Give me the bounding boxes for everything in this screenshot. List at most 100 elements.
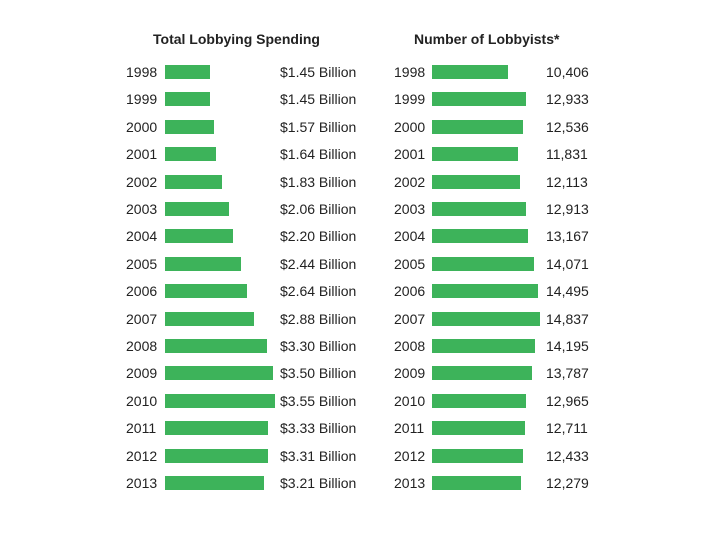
spending-year-label: 2012 (126, 447, 158, 464)
lobbyists-bar-2010 (432, 393, 526, 408)
spending-bar-2002 (165, 174, 222, 189)
lobbyists-bar-2005 (432, 256, 534, 271)
spending-bar-2012 (165, 448, 268, 463)
lobbyists-row-2013: 2013 12,279 (380, 474, 720, 492)
spending-year-label: 2000 (126, 118, 158, 135)
spending-row-2011: 2011 $3.33 Billion (0, 419, 380, 437)
spending-value-label: $2.64 Billion (280, 283, 357, 300)
spending-value-label: $2.44 Billion (280, 255, 357, 272)
spending-row-1999: 1999 $1.45 Billion (0, 90, 380, 108)
lobbyists-value-label: 13,167 (546, 228, 589, 245)
lobbyists-row-2003: 2003 12,913 (380, 200, 720, 218)
spending-row-2012: 2012 $3.31 Billion (0, 447, 380, 465)
lobbyists-value-label: 10,406 (546, 64, 589, 80)
spending-row-2013: 2013 $3.21 Billion (0, 474, 380, 492)
lobbyists-bar-2011 (432, 421, 525, 436)
lobbyists-year-label: 2007 (394, 310, 426, 327)
lobbyists-value-label: 12,965 (546, 392, 589, 409)
spending-bar-1999 (165, 92, 210, 107)
spending-value-label: $1.64 Billion (280, 146, 357, 163)
lobbyists-row-2007: 2007 14,837 (380, 310, 720, 328)
lobbyists-bar-1998 (432, 65, 508, 79)
spending-year-label: 2010 (126, 392, 158, 409)
lobbyists-row-2001: 2001 11,831 (380, 145, 720, 163)
spending-bar-2007 (165, 311, 254, 326)
spending-value-label: $2.06 Billion (280, 201, 357, 217)
spending-year-label: 2004 (126, 228, 158, 245)
lobbyists-year-label: 1999 (394, 91, 426, 108)
spending-row-2000: 2000 $1.57 Billion (0, 118, 380, 136)
spending-value-label: $3.30 Billion (280, 338, 357, 354)
lobbyists-value-label: 13,787 (546, 365, 589, 382)
spending-chart: Total Lobbying Spending 1998 $1.45 Billio… (0, 31, 380, 492)
lobbyists-row-2004: 2004 13,167 (380, 227, 720, 245)
lobbyists-value-label: 14,195 (546, 338, 589, 354)
spending-year-label: 2003 (126, 201, 158, 217)
lobbyists-row-2008: 2008 14,195 (380, 337, 720, 355)
spending-row-1998: 1998 $1.45 Billion (0, 63, 380, 81)
lobbyists-value-label: 12,536 (546, 118, 589, 135)
spending-year-label: 2013 (126, 475, 158, 491)
spending-bar-2011 (165, 421, 268, 436)
spending-bar-2005 (165, 256, 241, 271)
lobbyists-row-2011: 2011 12,711 (380, 419, 720, 437)
spending-value-label: $3.33 Billion (280, 420, 357, 437)
lobbyists-row-2012: 2012 12,433 (380, 447, 720, 465)
spending-value-label: $3.21 Billion (280, 475, 357, 491)
lobbyists-bar-2009 (432, 366, 532, 381)
spending-year-label: 2007 (126, 310, 158, 327)
spending-row-2007: 2007 $2.88 Billion (0, 310, 380, 328)
lobbyists-value-label: 12,913 (546, 201, 589, 217)
spending-bar-2001 (165, 147, 216, 162)
spending-year-label: 1999 (126, 91, 158, 108)
spending-row-2005: 2005 $2.44 Billion (0, 255, 380, 273)
spending-row-2009: 2009 $3.50 Billion (0, 364, 380, 382)
spending-year-label: 2005 (126, 255, 158, 272)
lobbyists-chart: Number of Lobbyists* 1998 10,406 1999 12,93… (380, 0, 720, 540)
spending-value-label: $1.83 Billion (280, 173, 357, 190)
spending-row-2010: 2010 $3.55 Billion (0, 392, 380, 410)
spending-year-label: 2008 (126, 338, 158, 354)
spending-bar-2006 (165, 284, 247, 299)
lobbyists-row-2006: 2006 14,495 (380, 282, 720, 300)
spending-chart-title: Total Lobbying Spending (153, 31, 320, 47)
lobbyists-row-1998: 1998 10,406 (380, 63, 720, 81)
spending-bar-2004 (165, 229, 233, 244)
lobbyists-row-1999: 1999 12,933 (380, 90, 720, 108)
lobbyists-row-2000: 2000 12,536 (380, 118, 720, 136)
lobbyists-year-label: 2008 (394, 338, 426, 354)
lobbyists-row-2010: 2010 12,965 (380, 392, 720, 410)
spending-row-2003: 2003 $2.06 Billion (0, 200, 380, 218)
spending-value-label: $1.57 Billion (280, 118, 357, 135)
lobbyists-year-label: 2006 (394, 283, 426, 300)
lobbyists-value-label: 14,495 (546, 283, 589, 300)
lobbyists-value-label: 14,071 (546, 255, 589, 272)
lobbyists-row-2005: 2005 14,071 (380, 255, 720, 273)
lobbyists-bar-2012 (432, 448, 523, 463)
lobbyists-year-label: 2011 (394, 420, 425, 437)
lobbyists-row-2009: 2009 13,787 (380, 364, 720, 382)
spending-row-2004: 2004 $2.20 Billion (0, 227, 380, 245)
spending-bar-2013 (165, 476, 264, 490)
spending-year-label: 2002 (126, 173, 158, 190)
lobbyists-bar-2004 (432, 229, 528, 244)
lobbyists-bar-2006 (432, 284, 538, 299)
lobbyists-year-label: 2003 (394, 201, 426, 217)
lobbyists-bar-2013 (432, 476, 521, 490)
spending-row-2001: 2001 $1.64 Billion (0, 145, 380, 163)
spending-row-2002: 2002 $1.83 Billion (0, 173, 380, 191)
spending-value-label: $3.31 Billion (280, 447, 357, 464)
lobbyists-bar-2002 (432, 174, 520, 189)
lobbyists-year-label: 2013 (394, 475, 426, 491)
spending-bar-2009 (165, 366, 273, 381)
spending-value-label: $2.88 Billion (280, 310, 357, 327)
spending-value-label: $3.50 Billion (280, 365, 357, 382)
lobbyists-year-label: 1998 (394, 64, 426, 80)
lobbyists-year-label: 2001 (394, 146, 426, 163)
lobbyists-row-2002: 2002 12,113 (380, 173, 720, 191)
lobbyists-value-label: 12,113 (546, 173, 588, 190)
lobbyists-value-label: 14,837 (546, 310, 589, 327)
lobbyists-bar-2003 (432, 202, 526, 216)
spending-bar-2010 (165, 393, 275, 408)
lobbyists-value-label: 11,831 (546, 146, 588, 163)
